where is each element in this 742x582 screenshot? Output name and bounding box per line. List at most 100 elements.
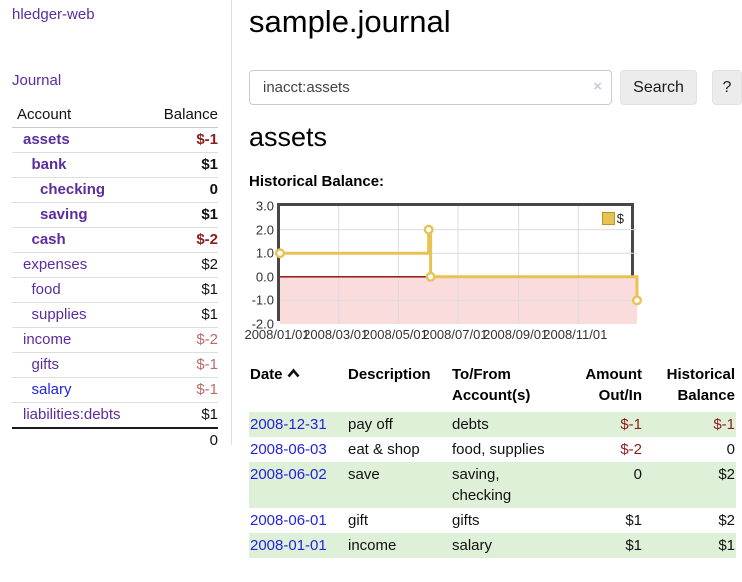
- chart-y-axis: 3.0 2.0 1.0 0.0 -1.0 -2.0: [241, 199, 274, 332]
- account-link[interactable]: cash: [31, 231, 66, 248]
- search-input[interactable]: [249, 70, 612, 105]
- x-tick-label: 2008/09/01: [483, 327, 549, 342]
- x-tick-label: 2008/01/01: [244, 327, 310, 342]
- transaction-accounts: salary: [451, 533, 563, 558]
- historical-balance-chart: 3.0 2.0 1.0 0.0 -1.0 -2.0 $ 2008/01/01 2008/03…: [241, 199, 741, 345]
- search-button[interactable]: Search: [620, 70, 697, 105]
- account-balance: $1: [201, 306, 218, 323]
- register-col-balance: Historical Balance: [666, 366, 735, 404]
- account-row: cash $-2: [12, 227, 218, 253]
- account-link[interactable]: gifts: [31, 356, 60, 373]
- y-tick-label: 0.0: [255, 269, 274, 285]
- account-balance: 0: [209, 181, 218, 198]
- account-link[interactable]: income: [23, 331, 72, 348]
- transaction-description: save: [347, 462, 451, 508]
- transaction-amount: $-2: [620, 441, 642, 458]
- account-balance: $2: [201, 256, 218, 273]
- y-tick-label: 2.0: [255, 222, 274, 238]
- transaction-date-link[interactable]: 2008-06-03: [250, 441, 327, 458]
- account-row: checking 0: [12, 177, 218, 203]
- account-balance: $-1: [196, 356, 218, 373]
- transaction-date-link[interactable]: 2008-06-01: [250, 512, 327, 529]
- account-balance: $-1: [196, 381, 218, 398]
- y-tick-label: -1.0: [251, 292, 274, 308]
- account-row: assets $-1: [12, 128, 218, 153]
- search-bar: × Search ?: [249, 70, 742, 105]
- account-balance: $-2: [196, 331, 218, 348]
- transaction-row: 2008-06-03 eat & shop food, supplies $-2…: [249, 437, 736, 462]
- transaction-row: 2008-06-01 gift gifts $1 $2: [249, 508, 736, 533]
- transaction-date-link[interactable]: 2008-12-31: [250, 416, 327, 433]
- account-row: supplies $1: [12, 302, 218, 328]
- legend-label: $: [616, 211, 624, 226]
- account-link[interactable]: salary: [31, 381, 72, 398]
- account-link[interactable]: expenses: [23, 256, 88, 273]
- account-link[interactable]: supplies: [31, 306, 87, 323]
- chart-legend: $: [601, 211, 624, 226]
- register-col-description: Description: [348, 366, 431, 383]
- transaction-balance: $-1: [643, 412, 736, 437]
- chart-canvas: [275, 206, 643, 324]
- account-heading: assets: [249, 122, 328, 152]
- account-link[interactable]: liabilities:debts: [23, 406, 121, 423]
- transaction-row: 2008-12-31 pay off debts $-1 $-1: [249, 412, 736, 437]
- account-balance: $-2: [196, 231, 218, 248]
- account-row: liabilities:debts $1: [12, 402, 218, 429]
- x-tick-label: 2008/05/01: [362, 327, 428, 342]
- accounts-table: Account Balance assets $-1 bank $1 checkin…: [12, 103, 218, 453]
- transaction-row: 2008-06-02 save saving, checking 0 $2: [249, 462, 736, 508]
- register-table: Date Description To/From Account(s) Amou…: [249, 362, 736, 558]
- account-row: saving $1: [12, 202, 218, 228]
- account-link[interactable]: saving: [40, 206, 88, 223]
- accounts-total: 0: [209, 432, 218, 449]
- transaction-date-link[interactable]: 2008-01-01: [250, 537, 327, 554]
- transaction-date-link[interactable]: 2008-06-02: [250, 466, 327, 483]
- x-tick-label: 2008/11/01: [543, 327, 608, 342]
- transaction-accounts: debts: [451, 412, 563, 437]
- transaction-accounts: saving, checking: [451, 462, 563, 508]
- register-col-accounts: To/From Account(s): [452, 366, 531, 404]
- transaction-accounts: food, supplies: [452, 441, 545, 458]
- account-row: gifts $-1: [12, 352, 218, 378]
- account-row: income $-2: [12, 327, 218, 353]
- transaction-row: 2008-01-01 income salary $1 $1: [249, 533, 736, 558]
- transaction-balance: $2: [718, 512, 735, 529]
- x-tick-label: 2008/07/01: [422, 327, 488, 342]
- account-balance: $1: [201, 281, 218, 298]
- accounts-header-row: Account Balance: [12, 103, 218, 128]
- help-button[interactable]: ?: [712, 70, 742, 105]
- account-link[interactable]: bank: [31, 156, 67, 173]
- account-balance: $1: [201, 156, 218, 173]
- account-row: bank $1: [12, 152, 218, 178]
- chart-x-axis: 2008/01/01 2008/03/01 2008/05/01 2008/07/01…: [244, 327, 634, 343]
- transaction-balance: $1: [643, 533, 736, 558]
- legend-swatch-icon: [601, 212, 615, 225]
- sidebar-item-journal[interactable]: Journal: [12, 72, 62, 89]
- y-tick-label: 1.0: [255, 245, 274, 261]
- transaction-description: income: [347, 533, 451, 558]
- register-col-date[interactable]: Date: [249, 362, 347, 412]
- main-panel: sample.journal × Search ? assets Histori…: [244, 0, 742, 582]
- transaction-description: gift: [348, 512, 369, 529]
- transaction-accounts: gifts: [452, 512, 480, 529]
- transaction-description: eat & shop: [348, 441, 420, 458]
- accounts-col-balance: Balance: [145, 103, 218, 128]
- clear-search-icon[interactable]: ×: [593, 78, 602, 95]
- account-row: food $1: [12, 277, 218, 303]
- sidebar: hledger-web Journal Account Balance asse…: [0, 0, 232, 449]
- transaction-amount: $1: [563, 533, 643, 558]
- app-title-link[interactable]: hledger-web: [12, 6, 95, 23]
- account-balance: $1: [201, 406, 218, 423]
- chart-plot-area: $: [275, 203, 643, 324]
- chart-title: Historical Balance:: [249, 173, 385, 190]
- sort-ascending-icon: [287, 368, 300, 378]
- transaction-amount: $-1: [563, 412, 643, 437]
- account-link[interactable]: assets: [23, 131, 70, 148]
- register-col-amount: Amount Out/In: [585, 366, 642, 404]
- account-balance: $-1: [196, 131, 218, 148]
- account-link[interactable]: checking: [40, 181, 106, 198]
- y-tick-label: -2.0: [251, 316, 274, 332]
- account-link[interactable]: food: [31, 281, 61, 298]
- transaction-balance: $2: [643, 462, 736, 508]
- accounts-total-row: 0: [12, 428, 218, 453]
